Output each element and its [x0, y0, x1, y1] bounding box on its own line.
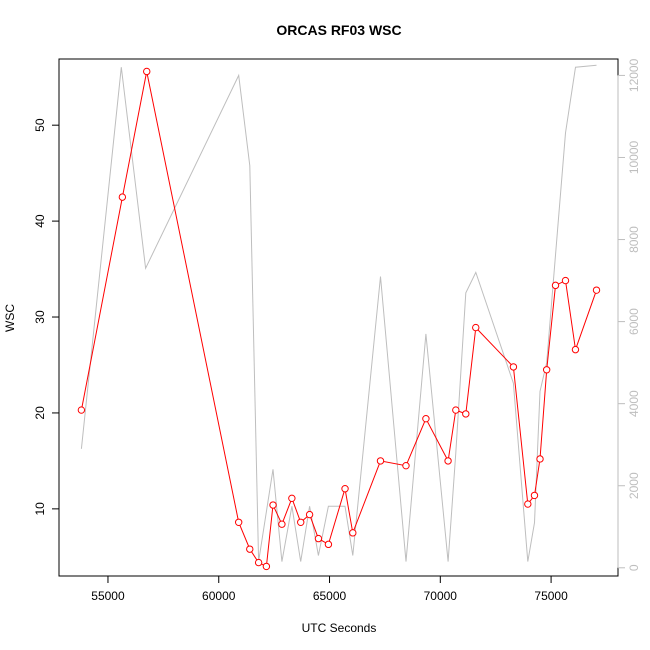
data-point: [297, 518, 305, 526]
right-y-tick-label: 8000: [627, 226, 641, 253]
data-point: [509, 363, 518, 371]
right-y-tick-label: 4000: [627, 390, 641, 417]
primary-series: [77, 67, 601, 571]
data-point: [530, 491, 539, 500]
data-point: [542, 366, 551, 374]
y-tick-label: 40: [33, 214, 47, 228]
data-point: [462, 410, 470, 418]
y-tick-label: 20: [33, 406, 47, 420]
data-point: [561, 276, 570, 285]
data-point: [452, 406, 460, 414]
data-point: [278, 520, 286, 528]
data-point: [551, 281, 560, 290]
data-point: [472, 323, 480, 332]
data-point: [324, 540, 333, 549]
data-point: [246, 545, 254, 553]
data-point: [305, 510, 314, 519]
data-point: [571, 345, 580, 354]
x-axis-label: UTC Seconds: [302, 621, 377, 635]
right-y-axis: 0 2000 4000 6000 8000 10000 12000: [617, 58, 641, 571]
y-tick-label: 10: [33, 502, 47, 516]
data-point: [376, 457, 385, 465]
data-point: [288, 494, 296, 503]
right-y-tick-label: 10000: [627, 140, 641, 174]
right-y-tick-label: 0: [627, 564, 641, 571]
y-tick-label: 30: [33, 310, 47, 324]
secondary-series-line: [80, 64, 597, 562]
primary-series-line: [80, 71, 597, 568]
right-y-tick-label: 12000: [627, 58, 641, 92]
data-point: [341, 485, 349, 493]
x-tick-label: 55000: [91, 589, 125, 603]
x-tick-label: 70000: [424, 589, 458, 603]
series-layer: [77, 64, 601, 571]
data-point: [314, 534, 323, 543]
x-tick-label: 65000: [313, 589, 347, 603]
right-y-tick-label: 2000: [627, 472, 641, 499]
chart-title: ORCAS RF03 WSC: [276, 22, 401, 38]
data-point: [254, 558, 263, 567]
right-y-tick-label: 6000: [627, 308, 641, 335]
data-point: [422, 414, 430, 423]
data-point: [592, 286, 601, 294]
data-point: [77, 406, 86, 414]
data-point: [118, 193, 127, 201]
data-point: [402, 461, 410, 470]
secondary-series: [80, 64, 597, 562]
x-tick-label: 75000: [534, 589, 568, 603]
data-point: [444, 457, 452, 465]
y-axis-label: WSC: [3, 304, 17, 332]
x-axis: 55000 60000 65000 70000 75000: [91, 575, 568, 603]
data-point: [143, 67, 151, 76]
y-axis: 10 20 30 40 50: [33, 118, 60, 516]
data-point: [349, 529, 357, 537]
x-tick-label: 60000: [202, 589, 236, 603]
data-point: [269, 501, 277, 509]
data-point: [524, 500, 532, 508]
data-point: [262, 562, 271, 571]
data-point: [234, 518, 243, 526]
data-point: [536, 455, 544, 463]
y-tick-label: 50: [33, 118, 47, 132]
